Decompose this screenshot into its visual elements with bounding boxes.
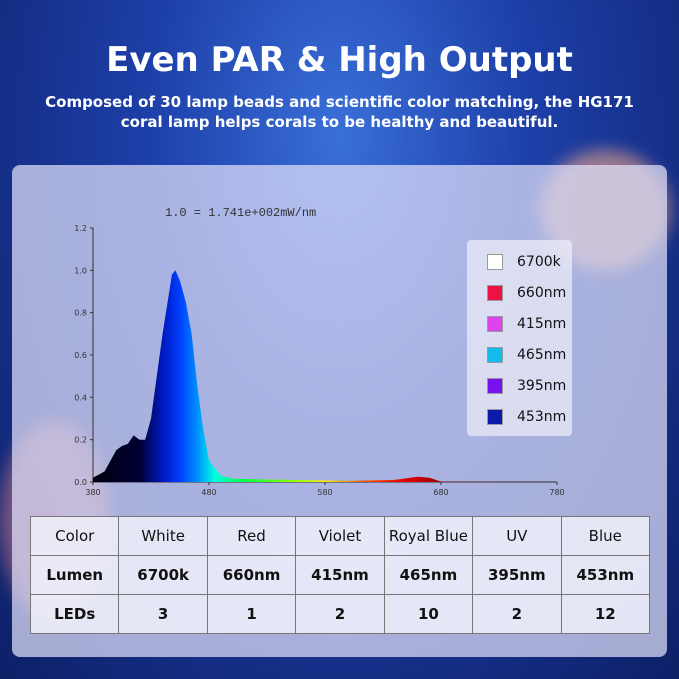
x-tick-label: 780 xyxy=(549,488,564,497)
y-tick-label: 0.4 xyxy=(74,393,87,402)
legend-swatch xyxy=(487,378,503,394)
y-tick-label: 0.0 xyxy=(74,478,87,487)
legend-item: 465nm xyxy=(487,345,566,365)
legend-item: 660nm xyxy=(487,283,566,303)
legend-label: 415nm xyxy=(517,316,567,332)
x-tick-label: 680 xyxy=(433,488,448,497)
legend-swatch xyxy=(487,409,503,425)
led-table: Color White Red Violet Royal Blue UV Blue Lumen… xyxy=(29,516,651,634)
legend-label: 660nm xyxy=(517,285,567,301)
table-cell: 2 xyxy=(295,594,385,634)
legend-label: 6700k xyxy=(517,254,561,270)
x-tick-label: 380 xyxy=(85,488,100,497)
table-cell: 1 xyxy=(206,594,297,634)
table-cell: LEDs xyxy=(29,594,120,634)
legend-swatch xyxy=(487,285,503,301)
table-cell: Violet xyxy=(295,516,385,556)
y-tick-label: 1.0 xyxy=(74,266,87,275)
table-cell: White xyxy=(118,516,208,556)
table-row: Color White Red Violet Royal Blue UV Blue xyxy=(29,516,651,556)
legend-swatch xyxy=(487,347,503,363)
table-cell: 415nm xyxy=(295,555,385,595)
y-tick-label: 0.6 xyxy=(74,351,87,360)
page-title: Even PAR & High Output xyxy=(106,40,573,80)
table-cell: 453nm xyxy=(560,555,651,595)
table-cell: 3 xyxy=(118,594,208,634)
table-cell: 2 xyxy=(472,594,562,634)
subtitle: Composed of 30 lamp beads and scientific… xyxy=(45,93,634,131)
table-cell: Red xyxy=(206,516,297,556)
legend-swatch xyxy=(487,316,503,332)
legend-label: 465nm xyxy=(517,347,567,363)
y-tick-label: 0.8 xyxy=(74,309,87,318)
y-tick-label: 0.2 xyxy=(74,436,87,445)
table-row: Lumen 6700k 660nm 415nm 465nm 395nm 453nm xyxy=(29,555,651,595)
x-tick-label: 480 xyxy=(201,488,216,497)
table-cell: 395nm xyxy=(472,555,562,595)
table-cell: Lumen xyxy=(29,555,120,595)
legend-item: 415nm xyxy=(487,314,566,334)
table-cell: UV xyxy=(472,516,562,556)
y-tick-label: 1.2 xyxy=(74,224,87,233)
legend-item: 6700k xyxy=(487,252,561,272)
table-cell: 6700k xyxy=(118,555,208,595)
table-cell: Royal Blue xyxy=(383,516,474,556)
legend-label: 453nm xyxy=(517,409,567,425)
legend: 6700k 660nm 415nm 465nm 395nm 453nm xyxy=(467,240,572,436)
legend-item: 453nm xyxy=(487,407,566,427)
table-cell: 660nm xyxy=(206,555,297,595)
legend-swatch xyxy=(487,254,503,270)
table-row: LEDs 3 1 2 10 2 12 xyxy=(29,594,651,634)
legend-label: 395nm xyxy=(517,378,567,394)
table-cell: Color xyxy=(29,516,120,556)
x-tick-label: 580 xyxy=(317,488,332,497)
table-cell: Blue xyxy=(560,516,651,556)
spectrum-area xyxy=(93,270,557,482)
table-cell: 12 xyxy=(560,594,651,634)
table-cell: 10 xyxy=(383,594,474,634)
legend-item: 395nm xyxy=(487,376,566,396)
chart-title: 1.0 = 1.741e+002mW/nm xyxy=(165,206,316,220)
table-cell: 465nm xyxy=(383,555,474,595)
